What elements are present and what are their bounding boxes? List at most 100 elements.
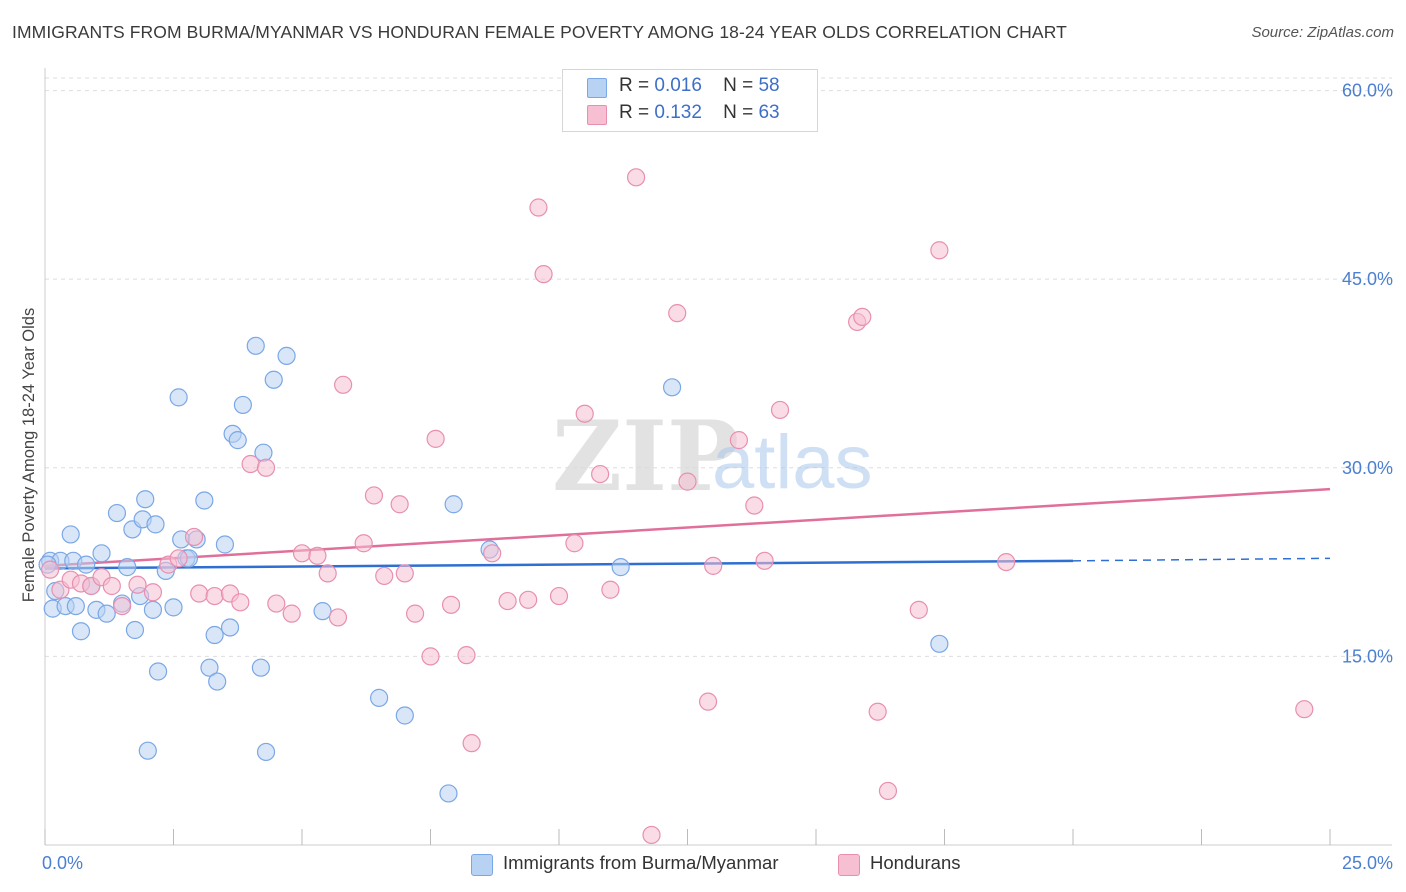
data-point-1-30 <box>395 564 414 583</box>
data-point-1-36 <box>462 734 481 753</box>
data-point-0-27 <box>164 598 183 617</box>
correlation-legend: R = 0.016 N = 58 R = 0.132 N = 63 <box>562 69 818 132</box>
data-point-1-54 <box>745 496 764 515</box>
data-point-1-41 <box>534 265 553 284</box>
trend-line-0 <box>44 559 1074 570</box>
data-point-1-21 <box>292 544 312 563</box>
data-point-1-63 <box>1295 700 1314 719</box>
data-point-0-50 <box>395 706 414 725</box>
trend-line-extension-0 <box>1072 557 1331 562</box>
series-label-hondurans: Hondurans <box>870 852 961 873</box>
data-point-1-18 <box>256 458 276 477</box>
y-tick-label-1: 30.0% <box>1342 458 1393 478</box>
data-point-1-29 <box>390 495 409 514</box>
data-point-0-7 <box>66 596 85 616</box>
data-point-1-17 <box>241 454 260 474</box>
data-point-0-33 <box>195 491 214 510</box>
data-point-0-52 <box>444 495 463 514</box>
data-point-1-35 <box>457 646 476 665</box>
legend-swatch-burma <box>587 78 607 98</box>
data-point-0-34 <box>200 658 219 677</box>
data-point-1-8 <box>128 575 147 594</box>
data-point-1-14 <box>205 586 224 606</box>
data-point-1-42 <box>549 586 569 606</box>
data-point-1-20 <box>282 604 301 623</box>
trend-line-1 <box>44 487 1331 568</box>
data-point-0-56 <box>930 634 949 653</box>
data-point-1-22 <box>308 546 327 565</box>
data-point-1-61 <box>909 600 928 619</box>
legend-n-label: N = <box>723 75 754 96</box>
trend-lines <box>44 487 1331 570</box>
data-point-0-25 <box>148 662 168 681</box>
data-points <box>38 168 1314 845</box>
data-point-1-23 <box>318 564 337 583</box>
series-label-burma: Immigrants from Burma/Myanmar <box>503 852 779 873</box>
data-point-0-35 <box>205 625 224 645</box>
source-label: Source: ZipAtlas.com <box>1251 24 1394 41</box>
data-point-1-39 <box>519 590 538 609</box>
data-point-1-12 <box>184 527 204 547</box>
data-point-0-48 <box>313 602 332 621</box>
data-point-1-48 <box>642 825 661 845</box>
data-point-1-0 <box>41 560 60 579</box>
x-tick-label-1: 25.0% <box>1342 853 1393 873</box>
data-point-1-62 <box>997 552 1016 572</box>
data-point-1-34 <box>441 595 461 614</box>
data-point-1-6 <box>102 576 121 596</box>
data-point-0-5 <box>61 525 80 544</box>
data-point-0-23 <box>143 600 163 619</box>
series-points-1 <box>41 168 1314 845</box>
data-point-1-28 <box>375 566 394 586</box>
data-point-1-32 <box>421 647 440 666</box>
data-point-1-7 <box>112 596 132 616</box>
data-point-1-31 <box>405 604 425 623</box>
data-point-1-53 <box>729 431 749 450</box>
y-tick-label-0: 15.0% <box>1342 646 1393 666</box>
data-point-1-51 <box>698 692 718 711</box>
data-point-0-37 <box>215 535 234 554</box>
y-tick-label-2: 45.0% <box>1342 269 1393 289</box>
data-point-0-51 <box>439 784 458 803</box>
y-tick-labels: 15.0% 30.0% 45.0% 60.0% <box>1342 81 1393 667</box>
data-point-1-11 <box>169 549 188 568</box>
data-point-1-49 <box>668 304 687 323</box>
data-point-1-64 <box>930 241 949 260</box>
data-point-1-37 <box>483 544 502 563</box>
data-point-0-43 <box>251 658 270 677</box>
legend-text-burma: R = 0.016 N = 58 <box>619 75 780 97</box>
data-point-1-24 <box>328 608 348 627</box>
data-point-1-46 <box>601 580 620 599</box>
data-point-0-55 <box>662 378 682 397</box>
legend-r-label: R = <box>619 75 650 96</box>
series-swatch-burma <box>471 854 493 876</box>
series-legend: Immigrants from Burma/Myanmar Hondurans <box>0 851 1406 877</box>
data-point-1-59 <box>868 702 887 721</box>
data-point-0-21 <box>136 490 155 509</box>
data-point-0-49 <box>370 688 389 707</box>
data-point-0-28 <box>169 388 188 407</box>
axes <box>44 68 1392 846</box>
series-swatch-hondurans <box>838 854 860 876</box>
data-point-1-25 <box>334 375 353 394</box>
data-point-0-18 <box>125 620 145 640</box>
data-point-0-47 <box>277 346 296 365</box>
data-point-0-12 <box>92 544 111 563</box>
data-point-0-42 <box>246 336 265 355</box>
legend-r-value: 0.132 <box>654 102 702 123</box>
data-point-0-14 <box>107 503 127 523</box>
data-point-0-13 <box>97 604 116 623</box>
data-point-0-16 <box>118 558 137 577</box>
data-point-0-22 <box>138 741 157 760</box>
data-point-1-27 <box>364 486 384 505</box>
data-point-1-50 <box>678 472 697 491</box>
data-point-1-33 <box>426 429 445 448</box>
data-point-1-9 <box>143 583 163 602</box>
data-point-0-46 <box>264 370 283 389</box>
data-point-1-44 <box>575 404 594 423</box>
data-point-0-41 <box>233 395 252 415</box>
data-point-1-13 <box>190 584 209 603</box>
data-point-0-38 <box>220 618 240 637</box>
legend-r-value: 0.016 <box>654 75 702 96</box>
